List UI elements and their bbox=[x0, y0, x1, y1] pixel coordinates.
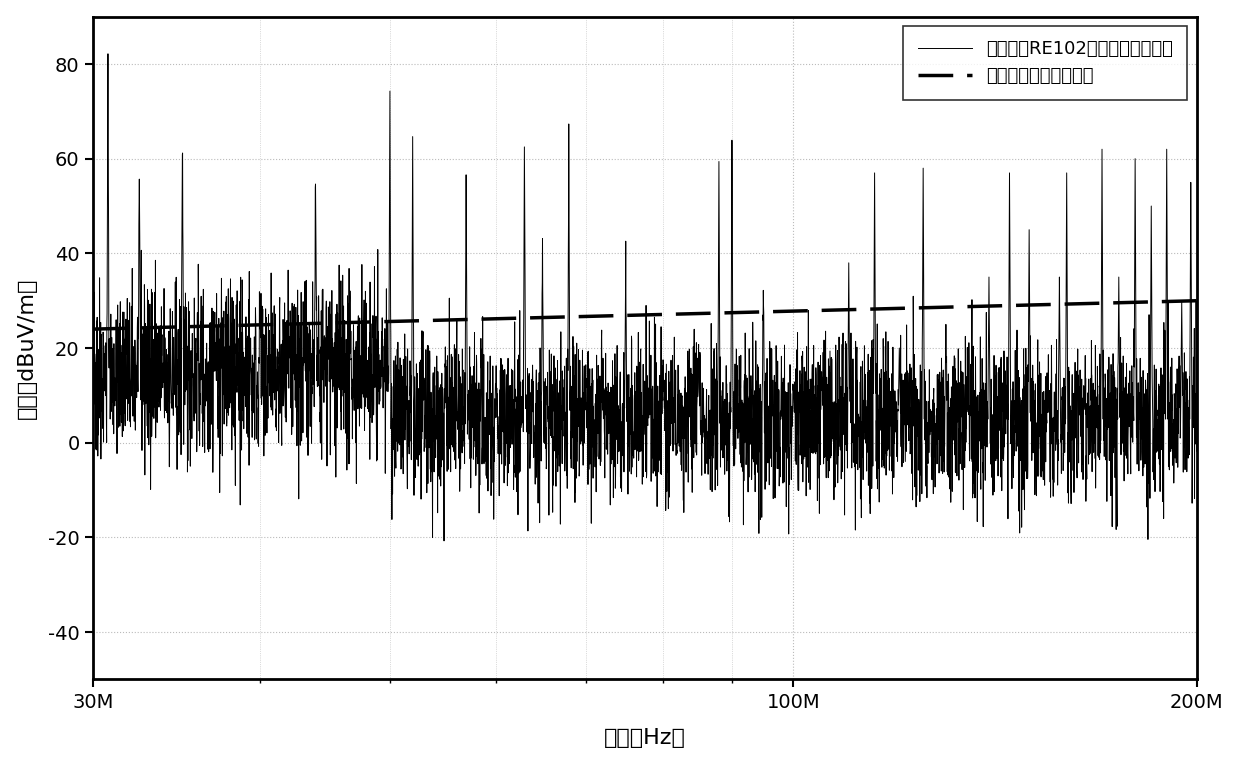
被测设备RE102测试幅度频谱曲线 bbox=[804, 374, 818, 383]
军标规定的相应极限值 bbox=[1163, 297, 1178, 306]
被测设备RE102测试幅度频谱曲线 bbox=[86, 356, 100, 366]
Legend: 被测设备RE102测试幅度频谱曲线, 军标规定的相应极限值: 被测设备RE102测试幅度频谱曲线, 军标规定的相应极限值 bbox=[903, 26, 1188, 99]
被测设备RE102测试幅度频谱曲线 bbox=[507, 397, 522, 406]
军标规定的相应极限值 bbox=[616, 311, 631, 320]
被测设备RE102测试幅度频谱曲线 bbox=[993, 356, 1008, 365]
被测设备RE102测试幅度频谱曲线 bbox=[286, 302, 301, 311]
被测设备RE102测试幅度频谱曲线 bbox=[436, 536, 451, 545]
军标规定的相应极限值 bbox=[682, 309, 697, 318]
被测设备RE102测试幅度频谱曲线 bbox=[100, 49, 115, 58]
军标规定的相应极限值 bbox=[610, 311, 625, 321]
军标规定的相应极限值 bbox=[743, 308, 758, 317]
被测设备RE102测试幅度频谱曲线 bbox=[748, 487, 763, 496]
军标规定的相应极限值 bbox=[1189, 296, 1204, 305]
军标规定的相应极限值 bbox=[86, 324, 100, 334]
军标规定的相应极限值 bbox=[990, 301, 1004, 311]
Y-axis label: 幅度（dBuV/m）: 幅度（dBuV/m） bbox=[16, 278, 37, 418]
X-axis label: 频率（Hz）: 频率（Hz） bbox=[604, 728, 686, 748]
被测设备RE102测试幅度频谱曲线 bbox=[1189, 447, 1204, 456]
被测设备RE102测试幅度频谱曲线 bbox=[909, 491, 924, 500]
Line: 军标规定的相应极限值: 军标规定的相应极限值 bbox=[93, 301, 1197, 329]
Line: 被测设备RE102测试幅度频谱曲线: 被测设备RE102测试幅度频谱曲线 bbox=[93, 54, 1197, 541]
